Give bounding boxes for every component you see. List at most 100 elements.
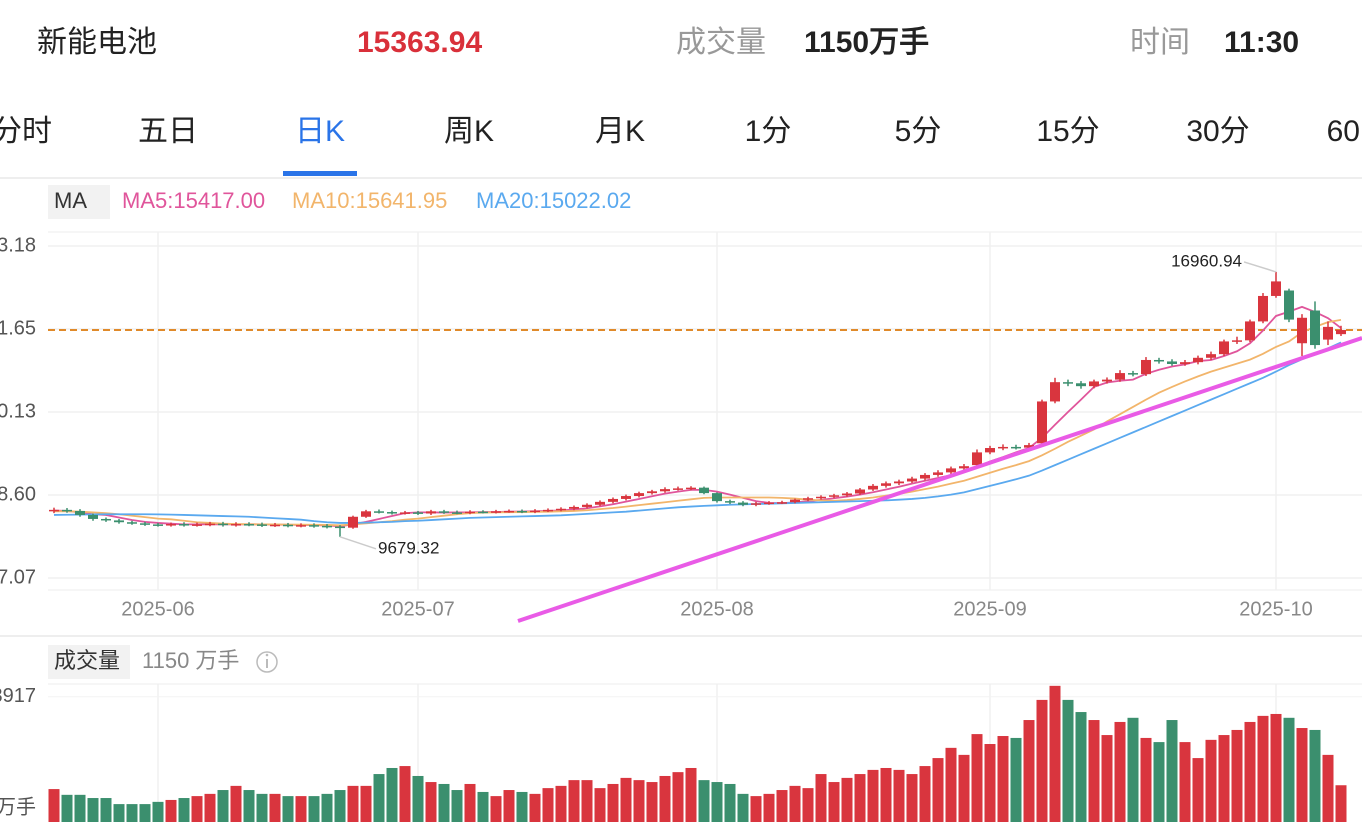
candle-body — [1245, 321, 1255, 341]
legend-name: MA10: — [292, 188, 356, 213]
candle-body — [1050, 382, 1060, 402]
volume-bar — [1192, 758, 1204, 822]
candle-body — [1128, 373, 1138, 375]
volume-bar — [555, 785, 567, 822]
tab-bar: 分时 五日 日K 周K 月K 1分 5分 15分 30分 60 — [0, 115, 1360, 176]
tab[interactable]: 5分 — [895, 115, 942, 148]
candle-body — [478, 511, 488, 514]
volume-bar — [1283, 717, 1295, 822]
tab[interactable]: 日K — [295, 115, 345, 148]
volume-bar — [945, 747, 957, 822]
volume-bar — [1010, 737, 1022, 822]
volume-bar — [1218, 735, 1230, 822]
info-icon[interactable] — [256, 651, 278, 673]
volume-bar — [724, 783, 736, 822]
tab[interactable]: 分时 — [0, 115, 52, 148]
candle-body — [1141, 359, 1151, 375]
candle-body — [1076, 383, 1086, 387]
stock-name: 新能电池 — [37, 26, 157, 59]
volume-bar — [893, 769, 905, 822]
candle-body — [426, 511, 436, 514]
volume-bar — [191, 796, 203, 822]
candle-body — [413, 512, 423, 514]
tab[interactable]: 周K — [444, 115, 494, 148]
time-value: 11:30 — [1224, 26, 1299, 59]
volume-bar — [529, 793, 541, 822]
candle-body — [1323, 326, 1333, 340]
legend-value: 15641.95 — [356, 188, 448, 213]
volume-bar — [659, 775, 671, 822]
candle-body — [816, 496, 826, 499]
tab[interactable]: 15分 — [1036, 115, 1099, 148]
candle-body — [660, 489, 670, 492]
volume-box — [48, 645, 130, 679]
stock-price: 15363.94 — [357, 26, 482, 59]
tab[interactable]: 60 — [1327, 115, 1360, 148]
volume-bar — [165, 799, 177, 822]
candle-body — [634, 493, 644, 497]
volume-bar — [1153, 742, 1165, 822]
x-tick-label: 2025-10 — [1239, 598, 1312, 620]
x-tick-label: 2025-06 — [121, 598, 194, 620]
candle-body — [777, 502, 787, 504]
volume-bar — [997, 736, 1009, 822]
volume-bar — [1088, 720, 1100, 822]
tab[interactable]: 月K — [595, 115, 645, 148]
volume-bar — [399, 766, 411, 822]
volume-bar — [1062, 699, 1074, 822]
candle-body — [62, 509, 72, 512]
candle-body — [231, 524, 241, 526]
volume-bar — [425, 782, 437, 822]
volume-bar — [1179, 742, 1191, 822]
volume-bar — [685, 767, 697, 822]
candle-body — [88, 514, 98, 519]
volume-bar — [139, 804, 151, 822]
legend-box — [48, 185, 110, 219]
tab[interactable]: 1分 — [745, 115, 792, 148]
volume-bar — [386, 767, 398, 822]
volume-value: 1150万手 — [804, 26, 929, 59]
volume-bar — [269, 793, 281, 822]
volume-bar — [1127, 717, 1139, 822]
volume-bar — [243, 790, 255, 822]
candle-body — [1154, 359, 1164, 362]
volume-bar — [204, 793, 216, 822]
candle-body — [1180, 362, 1190, 364]
candle-body — [1232, 340, 1242, 342]
info-icon-dot — [265, 653, 269, 657]
candle-body — [517, 510, 527, 513]
user-trend-line[interactable] — [517, 336, 1362, 623]
candle-body — [998, 446, 1008, 449]
volume-bar — [1140, 737, 1152, 822]
candle-body — [361, 511, 371, 517]
candle-body — [504, 510, 514, 513]
y-tick-label: 17673.18 — [0, 234, 36, 256]
volume-bar — [854, 774, 866, 822]
volume-bar — [516, 791, 528, 822]
volume-bar — [672, 772, 684, 822]
volume-bar — [412, 775, 424, 822]
candle-body — [1063, 382, 1073, 384]
volume-bar — [347, 785, 359, 822]
volume-bar — [958, 754, 970, 822]
tab[interactable]: 五日 — [138, 115, 198, 148]
volume-bar — [841, 777, 853, 822]
candle-body — [972, 452, 982, 466]
candle-body — [1284, 290, 1294, 320]
candle-body — [673, 488, 683, 490]
candle-body — [530, 510, 540, 513]
candle-body — [712, 493, 722, 502]
ma-line — [53, 341, 1342, 524]
candle-body — [166, 524, 176, 526]
candle-body — [192, 524, 202, 526]
candle-body — [946, 468, 956, 473]
candle-body — [1115, 373, 1125, 380]
volume-bar — [919, 766, 931, 822]
tab[interactable]: 30分 — [1186, 115, 1249, 148]
legend-title: MA — [54, 188, 87, 213]
candle-body — [1336, 330, 1346, 335]
volume-bar — [1101, 735, 1113, 822]
annotation-leader — [339, 536, 377, 550]
volume-bar — [126, 804, 138, 822]
candle-body — [1219, 341, 1229, 355]
